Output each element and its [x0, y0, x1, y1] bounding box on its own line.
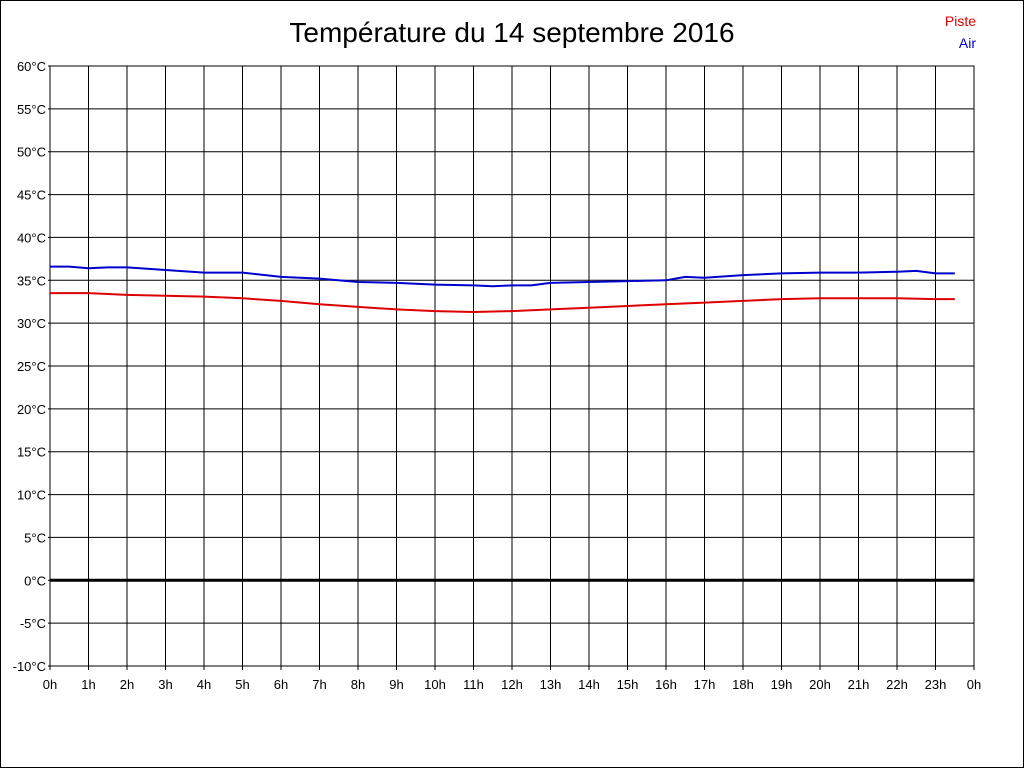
x-tick-label: 4h [197, 677, 211, 692]
x-tick-label: 14h [578, 677, 600, 692]
x-tick-label: 17h [694, 677, 716, 692]
y-tick-label: 15°C [17, 445, 46, 460]
x-tick-label: 22h [886, 677, 908, 692]
x-tick-label: 7h [312, 677, 326, 692]
series-line-piste [50, 292, 955, 313]
x-tick-label: 13h [540, 677, 562, 692]
x-tick-label: 23h [925, 677, 947, 692]
y-tick-label: 20°C [17, 402, 46, 417]
y-tick-label: 0°C [24, 573, 46, 588]
x-tick-label: 5h [235, 677, 249, 692]
x-tick-label: 8h [351, 677, 365, 692]
series-group [50, 265, 955, 313]
y-tick-label: -10°C [13, 659, 46, 674]
x-tick-label: 20h [809, 677, 831, 692]
y-tick-label: 40°C [17, 230, 46, 245]
y-tick-label: 60°C [17, 59, 46, 74]
x-tick-label: 19h [771, 677, 793, 692]
y-tick-label: 50°C [17, 145, 46, 160]
x-tick-label: 18h [732, 677, 754, 692]
x-axis-ticks: 0h 1h 2h 3h 4h 5h 6h 7h 8h 9h 10h 11h 12h 13h 14h 15h 16… [43, 666, 981, 692]
y-axis-ticks: 60°C 55°C 50°C 45°C 40°C 35°C 30°C 25°C 20°C 15°C… [13, 59, 50, 674]
x-tick-label: 15h [617, 677, 639, 692]
y-tick-label: 55°C [17, 102, 46, 117]
x-tick-label: 16h [655, 677, 677, 692]
legend-entry-piste: Piste [944, 13, 976, 29]
x-tick-label: 11h [463, 677, 484, 692]
x-tick-label: 10h [424, 677, 446, 692]
x-tick-label: 3h [158, 677, 172, 692]
y-tick-label: -5°C [20, 616, 46, 631]
x-tick-label: 9h [389, 677, 403, 692]
x-tick-label: 6h [274, 677, 288, 692]
series-line-air [50, 265, 955, 288]
y-tick-label: 35°C [17, 273, 46, 288]
legend-entry-air: Air [958, 35, 976, 51]
x-tick-label: 0h [43, 677, 57, 692]
y-tick-label: 45°C [17, 188, 46, 203]
grid [50, 66, 974, 666]
x-tick-label: 12h [501, 677, 523, 692]
x-tick-label: 1h [81, 677, 95, 692]
x-tick-label: 21h [848, 677, 870, 692]
y-tick-label: 10°C [17, 488, 46, 503]
y-tick-label: 5°C [24, 530, 46, 545]
y-tick-label: 30°C [17, 316, 46, 331]
x-tick-label: 0h [967, 677, 981, 692]
x-tick-label: 2h [120, 677, 134, 692]
chart-title: Température du 14 septembre 2016 [289, 17, 735, 48]
y-tick-label: 25°C [17, 359, 46, 374]
